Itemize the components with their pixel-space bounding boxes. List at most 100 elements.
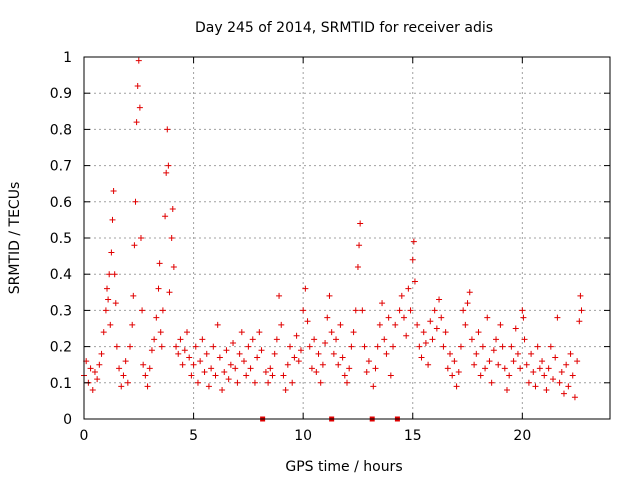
data-point-marker	[552, 354, 559, 361]
data-point-marker	[102, 307, 109, 314]
data-point-marker	[192, 343, 199, 350]
data-point-marker	[414, 321, 421, 328]
data-point-marker	[532, 383, 539, 390]
data-point-marker	[466, 289, 473, 296]
data-point-marker	[210, 343, 217, 350]
data-point-marker	[495, 361, 502, 368]
data-point-marker	[319, 361, 326, 368]
data-point-marker	[322, 339, 329, 346]
data-point-marker	[449, 372, 456, 379]
data-point-marker	[396, 307, 403, 314]
data-point-marker	[365, 358, 372, 365]
data-point-marker	[280, 372, 287, 379]
data-point-marker	[249, 336, 256, 343]
data-point-marker	[315, 350, 322, 357]
x-tick-label: 20	[513, 428, 531, 444]
data-point-marker	[361, 343, 368, 350]
data-point-marker	[144, 383, 151, 390]
y-tick-label: 0.4	[50, 267, 72, 283]
data-point-marker	[278, 321, 285, 328]
data-point-marker	[416, 343, 423, 350]
data-point-marker	[534, 343, 541, 350]
data-point-marker	[162, 213, 169, 220]
data-point-marker	[199, 336, 206, 343]
y-tick-labels: 0 0.1 0.2 0.3 0.4 0.5 0.6 0.7 0.8 0.9 1	[50, 50, 72, 428]
data-point-marker	[473, 350, 480, 357]
data-point-marker	[457, 343, 464, 350]
data-point-marker	[541, 372, 548, 379]
data-point-marker	[112, 300, 119, 307]
data-point-marker	[442, 329, 449, 336]
data-point-marker	[363, 368, 370, 375]
y-tick-label: 0.6	[50, 195, 72, 211]
data-point-marker	[392, 321, 399, 328]
y-tick-label: 0.3	[50, 303, 72, 319]
data-point-marker	[455, 368, 462, 375]
data-point-marker	[216, 354, 223, 361]
data-point-marker	[372, 365, 379, 372]
data-point-marker	[447, 350, 454, 357]
data-point-marker	[374, 343, 381, 350]
data-point-marker	[158, 343, 165, 350]
data-point-marker	[179, 361, 186, 368]
data-point-marker	[571, 394, 578, 401]
data-point-marker	[132, 198, 139, 205]
data-point-marker	[431, 307, 438, 314]
data-point-marker	[381, 336, 388, 343]
data-point-marker	[460, 307, 467, 314]
data-point-marker	[302, 285, 309, 292]
data-point-marker	[344, 379, 350, 386]
data-point-marker	[520, 314, 527, 321]
y-tick-label: 0	[63, 412, 72, 428]
data-point-marker	[346, 365, 353, 372]
data-point-marker	[169, 206, 176, 213]
data-point-marker	[110, 187, 117, 194]
data-point-marker	[251, 379, 258, 386]
data-point-marker	[539, 358, 546, 365]
data-point-marker	[420, 329, 427, 336]
data-point-marker	[108, 249, 115, 256]
data-point-marker	[569, 372, 576, 379]
data-point-marker	[91, 368, 98, 375]
data-point-marker	[225, 376, 232, 383]
data-point-marker	[418, 354, 425, 361]
data-point-marker	[311, 336, 318, 343]
data-point-marker	[383, 350, 390, 357]
data-point-marker	[390, 343, 397, 350]
data-point-marker	[214, 321, 221, 328]
y-tick-label: 1	[63, 50, 72, 66]
data-point-marker	[324, 314, 331, 321]
data-point-marker	[254, 354, 261, 361]
data-point-marker	[574, 358, 581, 365]
data-point-marker	[508, 343, 515, 350]
data-point-marker	[510, 358, 517, 365]
data-point-marker	[525, 379, 532, 386]
data-point-marker	[506, 372, 513, 379]
data-point-marker	[512, 325, 519, 332]
data-point-marker	[262, 368, 269, 375]
data-point-marker	[328, 329, 335, 336]
data-point-marker	[333, 336, 340, 343]
data-point-marker	[188, 372, 195, 379]
data-point-marker	[376, 321, 383, 328]
y-tick-label: 0.1	[50, 376, 72, 392]
data-point-marker	[157, 329, 164, 336]
data-point-marker	[547, 343, 554, 350]
data-point-marker	[151, 336, 158, 343]
data-point-marker	[530, 368, 537, 375]
data-point-marker	[453, 383, 460, 390]
data-point-marker	[471, 361, 478, 368]
data-point-marker	[560, 390, 567, 397]
data-point-marker	[387, 372, 394, 379]
data-point-marker	[486, 358, 493, 365]
data-point-marker	[219, 387, 226, 394]
data-point-marker	[398, 292, 405, 299]
data-point-marker	[370, 383, 377, 390]
data-point-marker	[576, 318, 583, 325]
data-point-marker	[243, 372, 250, 379]
data-points	[81, 57, 585, 401]
data-point-marker	[282, 387, 289, 394]
data-point-marker	[357, 220, 364, 227]
data-point-marker	[137, 235, 144, 241]
plot-frame	[83, 56, 611, 420]
